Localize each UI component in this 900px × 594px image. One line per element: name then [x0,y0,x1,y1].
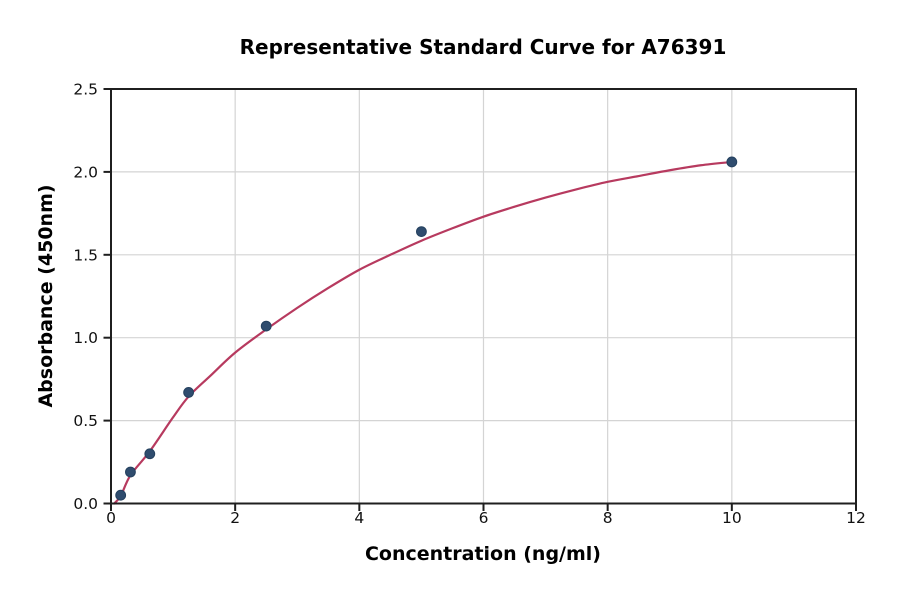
fit-curve-line [113,160,733,505]
x-tick-label: 4 [354,509,364,527]
x-tick-label: 2 [230,509,240,527]
data-point [115,489,127,501]
y-tick-label: 1.0 [73,329,98,347]
x-axis-label: Concentration (ng/ml) [365,543,601,565]
x-tick-label: 8 [603,509,613,527]
y-tick-label: 1.5 [73,246,98,264]
y-axis-label: Absorbance (450nm) [35,184,57,407]
chart-title: Representative Standard Curve for A76391 [240,35,727,59]
data-point [726,156,738,168]
x-tick-label: 12 [846,509,866,527]
y-tick-label: 2.5 [73,81,98,99]
x-tick-label: 0 [106,509,116,527]
data-point [416,226,427,237]
x-tick-label: 6 [479,509,489,527]
data-point [125,466,136,478]
y-tick-label: 2.0 [73,163,98,181]
y-tick-label: 0.5 [73,412,98,430]
plot-frame [110,88,857,505]
data-point [260,320,272,332]
y-tick-label: 0.0 [73,495,98,513]
ticks-layer: 0 2 4 6 8 10 12 0.0 0.5 1.0 1.5 2.0 2.5 [73,81,866,528]
data-point [144,448,156,460]
grid-layer [111,89,856,504]
scatter-points [115,156,738,501]
x-tick-label: 10 [722,509,742,527]
data-point [183,387,195,398]
